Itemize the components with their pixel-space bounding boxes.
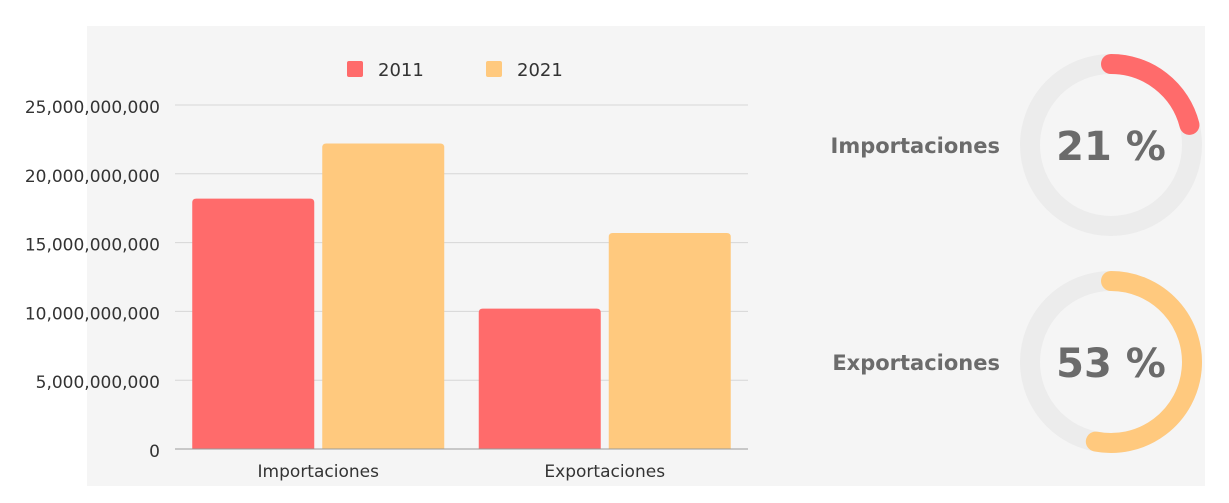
stat-label: Exportaciones	[832, 351, 1000, 375]
bar-exportaciones-2021[interactable]	[608, 232, 731, 449]
y-tick-label: 5,000,000,000	[36, 373, 160, 393]
y-axis-ticks: 0 5,000,000,000 10,000,000,000 15,000,000,0…	[25, 98, 160, 462]
stat-exportaciones: Exportaciones 53 %	[832, 271, 1202, 453]
legend-label: 2021	[517, 60, 563, 81]
legend[interactable]: 2011 2021	[347, 60, 563, 81]
legend-swatch	[347, 61, 363, 77]
x-axis-ticks: Importaciones Exportaciones	[258, 462, 666, 482]
stat-importaciones: Importaciones 21 %	[831, 54, 1202, 236]
y-tick-label: 15,000,000,000	[25, 236, 160, 256]
y-tick-label: 20,000,000,000	[25, 167, 160, 187]
legend-label: 2011	[378, 60, 424, 81]
bar-importaciones-2021[interactable]	[322, 143, 445, 449]
y-tick-label: 0	[149, 442, 160, 462]
donut-progress-arc	[1085, 271, 1202, 453]
stat-value: 21 %	[1056, 124, 1166, 170]
bars	[192, 143, 731, 449]
legend-item-2021[interactable]: 2021	[486, 60, 563, 81]
x-tick-label: Importaciones	[258, 462, 380, 482]
donut-progress-arc	[1101, 54, 1200, 135]
stat-label: Importaciones	[831, 134, 1001, 158]
bar-chart: 0 5,000,000,000 10,000,000,000 15,000,000,0…	[25, 60, 748, 482]
bar-exportaciones-2011[interactable]	[478, 308, 601, 449]
x-tick-label: Exportaciones	[544, 462, 665, 482]
stat-value: 53 %	[1056, 341, 1166, 387]
y-tick-label: 25,000,000,000	[25, 98, 160, 118]
legend-item-2011[interactable]: 2011	[347, 60, 424, 81]
bar-importaciones-2011[interactable]	[192, 198, 315, 449]
y-tick-label: 10,000,000,000	[25, 304, 160, 324]
stats: Importaciones 21 % Exportaciones 53 %	[831, 54, 1202, 453]
legend-swatch	[486, 61, 502, 77]
